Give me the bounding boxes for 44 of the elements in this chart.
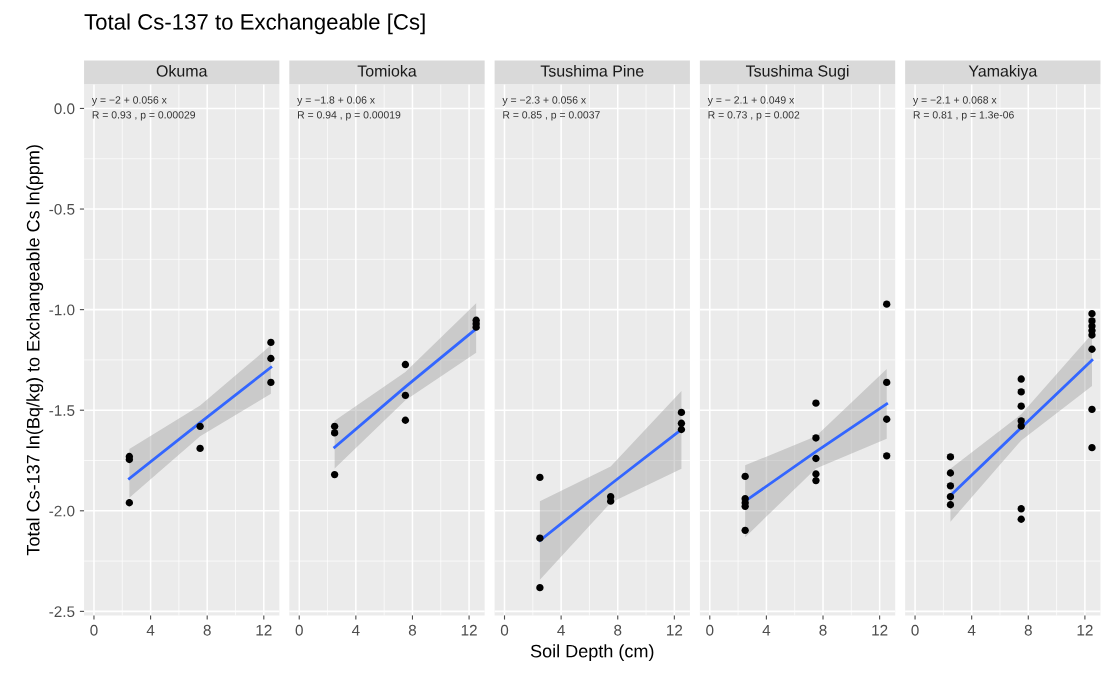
y-tick-label: -1.0 [49, 304, 75, 316]
x-tick-label: 12 [256, 624, 272, 636]
y-tick-label: 0.0 [54, 103, 75, 115]
y-tick-label: -2.0 [49, 505, 75, 517]
y-tick-label: -1.5 [49, 405, 75, 416]
x-tick-label: 0 [295, 624, 303, 636]
x-tick-label: 0 [706, 624, 714, 636]
chart-subtitle: Tsushima Sugi [745, 64, 849, 80]
x-tick-label: 8 [1024, 624, 1032, 636]
annotation: y = − 2.1 + 0.049 x [707, 96, 795, 106]
x-tick-label: 0 [911, 624, 919, 636]
x-tick-label: 12 [667, 624, 683, 636]
annotation: R = 0.93 , p = 0.00029 [92, 111, 196, 121]
annotation: y = −2.1 + 0.068 x [912, 96, 997, 106]
x-tick-label: 12 [461, 624, 477, 636]
annotation: y = −2.3 + 0.056 x [502, 96, 586, 106]
annotation: y = −1.8 + 0.06 x [297, 96, 375, 106]
x-tick-label: 12 [872, 624, 888, 636]
y-axis-title: Total Cs-137 ln(Bq/kg) to Exchangeable Cs ln(ppm) [26, 145, 44, 556]
annotation: R = 0.81 , p = 1.3e-06 [913, 111, 1014, 121]
x-axis-title: Soil Depth (cm) [530, 644, 654, 662]
y-tick-label: -2.5 [49, 606, 75, 618]
y-tick-label: -0.5 [49, 203, 75, 215]
annotation: R = 0.85 , p = 0.0037 [503, 111, 600, 121]
x-tick-label: 4 [557, 624, 565, 636]
x-tick-label: 8 [203, 624, 211, 636]
x-tick-label: 4 [146, 624, 155, 636]
chart-subtitle: Yamakiya [968, 64, 1038, 80]
chart-subtitle: Tomioka [357, 64, 417, 77]
annotation: R = 0.73 , p = 0.002 [708, 111, 800, 121]
x-tick-label: 0 [90, 624, 98, 636]
x-tick-label: 8 [614, 624, 622, 636]
annotation: R = 0.94 , p = 0.00019 [298, 111, 401, 121]
x-tick-label: 0 [500, 624, 509, 636]
x-tick-label: 4 [762, 624, 771, 636]
x-tick-label: 12 [1077, 624, 1093, 636]
x-tick-label: 8 [408, 624, 417, 636]
x-tick-label: 8 [819, 624, 827, 636]
chart-title: Total Cs-137 to Exchangeable [Cs] [84, 13, 425, 35]
annotation: y = −2 + 0.056 x [91, 96, 167, 106]
chart-subtitle: Okuma [156, 64, 208, 77]
x-tick-label: 4 [351, 624, 360, 636]
x-tick-label: 4 [967, 624, 976, 636]
chart-subtitle: Tsushima Pine [540, 64, 644, 77]
